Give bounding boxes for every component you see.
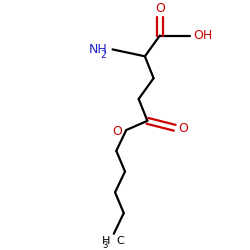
Text: O: O — [155, 2, 165, 15]
Text: H: H — [102, 236, 110, 246]
Text: O: O — [113, 125, 122, 138]
Text: O: O — [178, 122, 188, 136]
Text: 2: 2 — [100, 50, 107, 60]
Text: 3: 3 — [102, 241, 108, 250]
Text: OH: OH — [193, 29, 212, 42]
Text: NH: NH — [89, 43, 108, 56]
Text: C: C — [116, 236, 124, 246]
